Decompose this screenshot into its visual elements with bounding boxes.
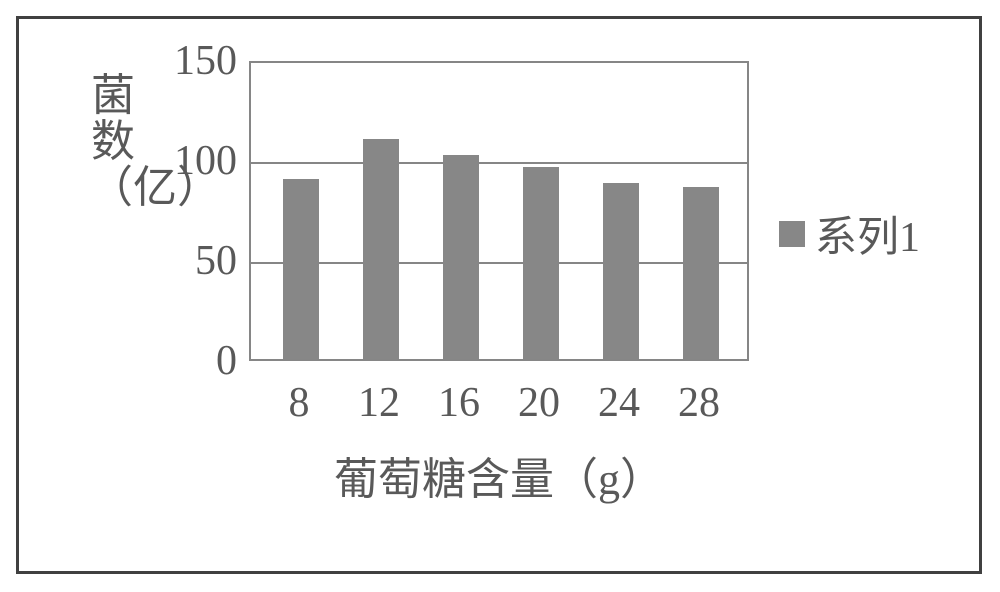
chart-outer-frame: 菌数（亿） 葡萄糖含量（g） 系列1 05010015081216202428 [16,16,982,574]
x-axis-label: 葡萄糖含量（g） [249,443,749,507]
plot-area [249,61,749,361]
x-tick-label: 24 [579,379,659,427]
gridline [251,162,747,164]
bar [603,183,639,359]
bar [443,155,479,359]
legend: 系列1 [779,203,920,264]
x-tick-label: 16 [419,379,499,427]
gridline [251,262,747,264]
chart: 菌数（亿） 葡萄糖含量（g） 系列1 05010015081216202428 [79,53,939,553]
bar [523,167,559,359]
legend-label: 系列1 [815,203,920,264]
x-tick-label: 8 [259,379,339,427]
y-tick-label: 150 [87,37,237,85]
y-tick-label: 0 [87,337,237,385]
x-tick-label: 28 [659,379,739,427]
y-tick-label: 50 [87,237,237,285]
bar [283,179,319,359]
bar [363,139,399,359]
legend-swatch [779,221,805,247]
y-tick-label: 100 [87,137,237,185]
x-tick-label: 12 [339,379,419,427]
bar [683,187,719,359]
x-tick-label: 20 [499,379,579,427]
